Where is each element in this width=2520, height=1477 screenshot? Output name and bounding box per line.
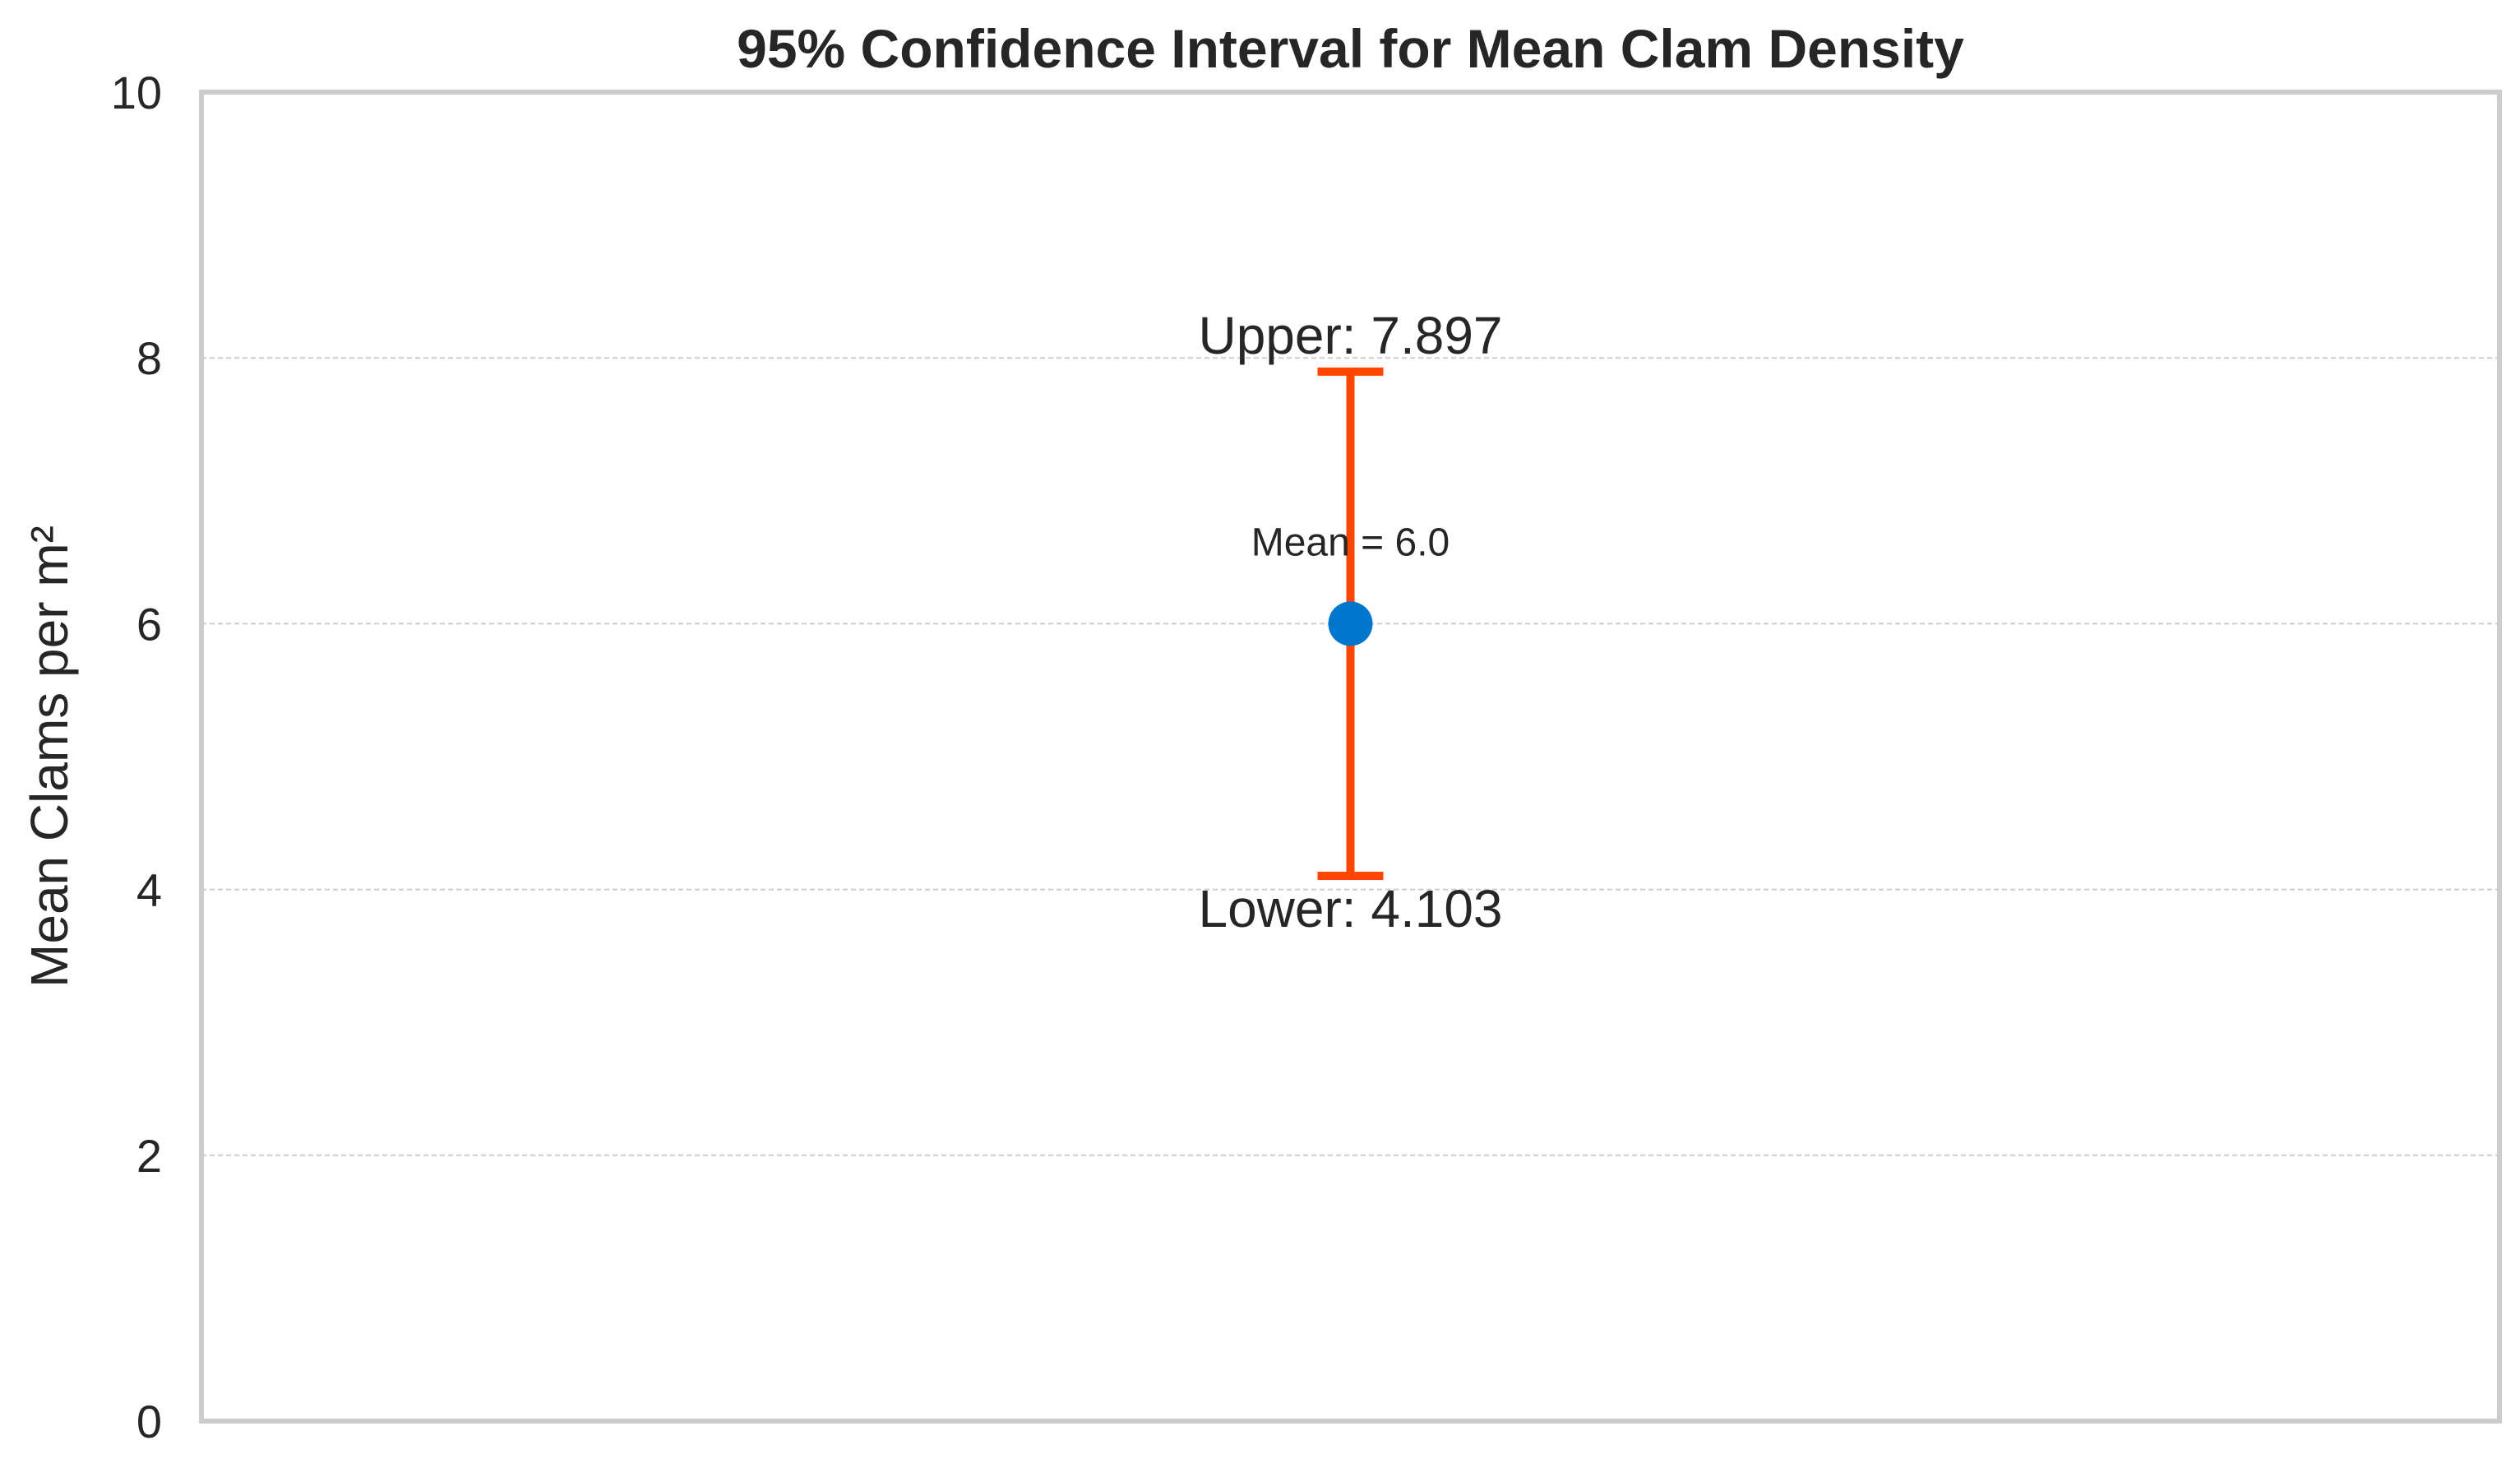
plot-frame <box>199 90 2502 1424</box>
grid-lines <box>201 357 2499 1156</box>
y-tick-label-8: 8 <box>136 332 162 384</box>
mean-label: Mean = 6.0 <box>1251 521 1450 564</box>
mean-point <box>1328 601 1373 646</box>
y-tick-label-4: 4 <box>136 864 162 916</box>
y-tick-labels: 0 2 4 6 8 10 <box>111 67 162 1447</box>
y-tick-label-10: 10 <box>111 67 162 118</box>
y-tick-label-2: 2 <box>136 1130 162 1182</box>
chart-title: 95% Confidence Interval for Mean Clam De… <box>737 18 1964 79</box>
y-tick-label-0: 0 <box>136 1396 162 1447</box>
y-tick-label-6: 6 <box>136 598 162 650</box>
upper-bound-label: Upper: 7.897 <box>1198 306 1502 365</box>
y-axis-label: Mean Clams per m² <box>20 526 79 988</box>
lower-bound-label: Lower: 4.103 <box>1198 879 1502 938</box>
